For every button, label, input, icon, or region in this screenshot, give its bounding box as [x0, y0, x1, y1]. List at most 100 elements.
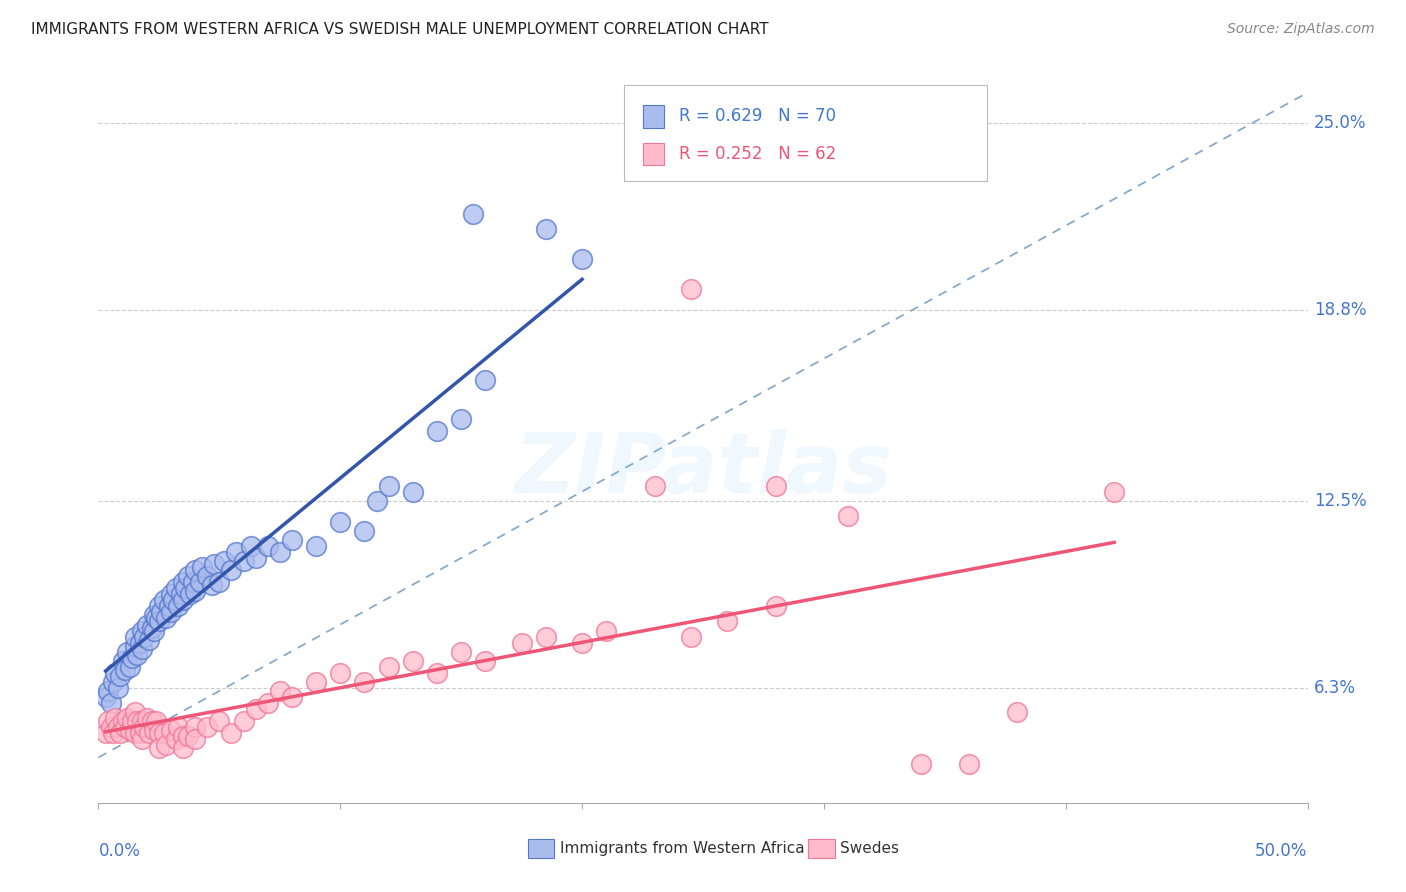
Text: R = 0.629   N = 70: R = 0.629 N = 70 — [679, 107, 835, 126]
Text: 12.5%: 12.5% — [1313, 491, 1367, 509]
Point — [124, 630, 146, 644]
Point — [124, 726, 146, 740]
Point — [353, 524, 375, 538]
Point — [377, 660, 399, 674]
Point — [111, 714, 134, 729]
Point — [114, 663, 136, 677]
Point — [716, 615, 738, 629]
Point — [143, 608, 166, 623]
Point — [97, 684, 120, 698]
Point — [181, 575, 204, 590]
Point — [595, 624, 617, 638]
Text: 18.8%: 18.8% — [1313, 301, 1367, 319]
Point — [245, 702, 267, 716]
Point — [1102, 484, 1125, 499]
Point — [184, 563, 207, 577]
Point — [571, 635, 593, 649]
Point — [510, 635, 533, 649]
Point — [104, 665, 127, 680]
Point — [131, 732, 153, 747]
Point — [191, 560, 214, 574]
Point — [121, 714, 143, 729]
Text: Source: ZipAtlas.com: Source: ZipAtlas.com — [1227, 22, 1375, 37]
Point — [534, 630, 557, 644]
Point — [201, 578, 224, 592]
Point — [377, 478, 399, 492]
Point — [165, 581, 187, 595]
Point — [138, 632, 160, 647]
Point — [101, 726, 124, 740]
Point — [145, 611, 167, 625]
Point — [114, 720, 136, 734]
Point — [148, 741, 170, 756]
Point — [188, 575, 211, 590]
Point — [155, 739, 177, 753]
Point — [160, 723, 183, 738]
Point — [402, 484, 425, 499]
Point — [152, 593, 174, 607]
Point — [305, 674, 328, 689]
Point — [128, 635, 150, 649]
Point — [474, 654, 496, 668]
Point — [281, 533, 304, 547]
Point — [305, 539, 328, 553]
Point — [108, 726, 131, 740]
Point — [160, 587, 183, 601]
Bar — [643, 105, 664, 128]
Point — [679, 282, 702, 296]
Point — [225, 545, 247, 559]
Point — [127, 648, 149, 662]
Point — [221, 563, 243, 577]
Text: 0.0%: 0.0% — [98, 842, 141, 860]
Point — [172, 729, 194, 743]
Point — [1007, 705, 1029, 719]
Text: IMMIGRANTS FROM WESTERN AFRICA VS SWEDISH MALE UNEMPLOYMENT CORRELATION CHART: IMMIGRANTS FROM WESTERN AFRICA VS SWEDIS… — [31, 22, 769, 37]
Point — [184, 732, 207, 747]
Point — [138, 726, 160, 740]
Point — [239, 539, 262, 553]
Point — [111, 654, 134, 668]
Point — [131, 714, 153, 729]
Point — [172, 575, 194, 590]
Point — [107, 720, 129, 734]
Point — [184, 584, 207, 599]
Text: 6.3%: 6.3% — [1313, 679, 1355, 697]
Point — [97, 714, 120, 729]
Point — [169, 587, 191, 601]
Point — [426, 665, 449, 680]
Point — [162, 593, 184, 607]
Text: Swedes: Swedes — [839, 841, 898, 855]
Point — [269, 684, 291, 698]
Point — [221, 726, 243, 740]
Point — [134, 630, 156, 644]
FancyBboxPatch shape — [624, 85, 987, 181]
Point — [124, 705, 146, 719]
Text: ZIPatlas: ZIPatlas — [515, 429, 891, 510]
Point — [141, 714, 163, 729]
Point — [128, 726, 150, 740]
Point — [155, 611, 177, 625]
Point — [177, 729, 200, 743]
Point — [232, 714, 254, 729]
Point — [100, 720, 122, 734]
Point — [101, 674, 124, 689]
Point — [157, 599, 180, 614]
Point — [208, 714, 231, 729]
Point — [143, 624, 166, 638]
Point — [232, 554, 254, 568]
Point — [104, 711, 127, 725]
Point — [571, 252, 593, 266]
Bar — [808, 839, 835, 857]
Point — [402, 654, 425, 668]
Point — [256, 696, 278, 710]
Point — [124, 639, 146, 653]
Point — [118, 723, 141, 738]
Text: 25.0%: 25.0% — [1313, 114, 1367, 132]
Point — [134, 720, 156, 734]
Point — [644, 478, 666, 492]
Point — [534, 221, 557, 235]
Point — [256, 539, 278, 553]
Point — [118, 660, 141, 674]
Point — [474, 373, 496, 387]
Point — [135, 711, 157, 725]
